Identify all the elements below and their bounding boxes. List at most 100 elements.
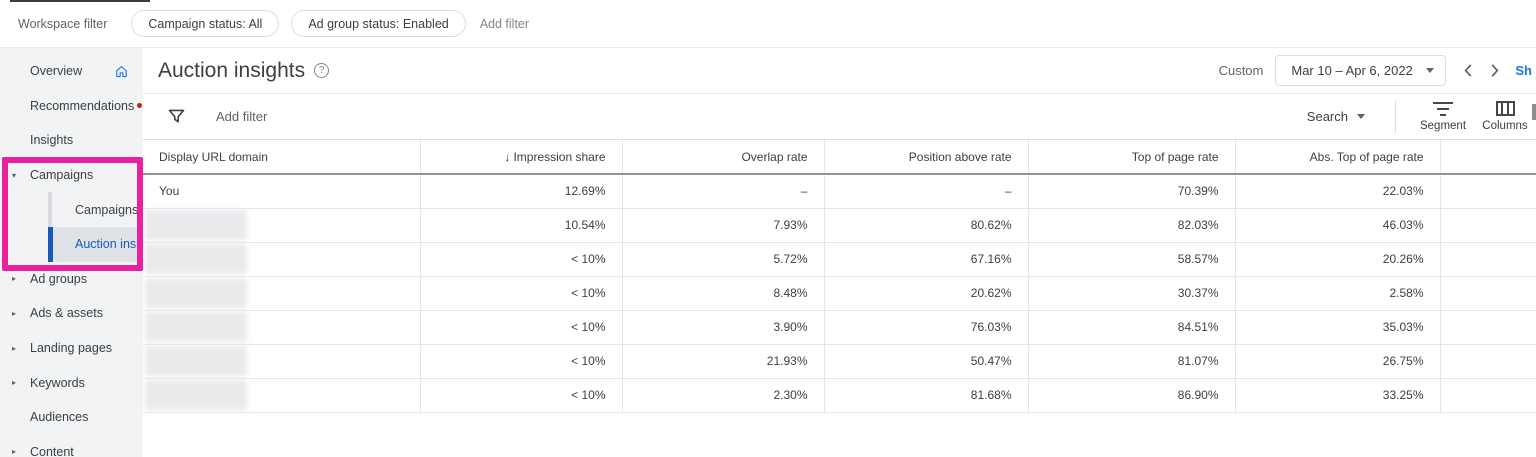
redacted-domain-blur bbox=[145, 380, 247, 410]
empty-cell bbox=[1439, 344, 1536, 379]
empty-cell bbox=[1439, 378, 1536, 413]
column-header-domain[interactable]: Display URL domain bbox=[143, 140, 420, 175]
filter-funnel-icon[interactable] bbox=[168, 109, 185, 124]
domain-cell-redacted bbox=[143, 310, 420, 345]
top-of-page-rate-cell: 82.03% bbox=[1027, 208, 1235, 243]
table-row: 10.54% 7.93% 80.62% 82.03% 46.03% bbox=[143, 208, 1536, 243]
column-header-overlap-rate[interactable]: Overlap rate bbox=[621, 140, 824, 175]
sidebar-item-label: Campaigns bbox=[75, 202, 139, 217]
columns-icon bbox=[1495, 101, 1515, 116]
main-content: Auction insights ? Custom Mar 10 – Apr 6… bbox=[143, 48, 1536, 457]
sidebar-item-label: Landing pages bbox=[30, 341, 113, 356]
position-above-rate-cell: 81.68% bbox=[823, 378, 1028, 413]
overlap-rate-cell: 21.93% bbox=[621, 344, 824, 379]
page-header: Auction insights ? Custom Mar 10 – Apr 6… bbox=[143, 48, 1536, 94]
table-row: < 10% 2.30% 81.68% 86.90% 33.25% bbox=[143, 378, 1536, 413]
overlap-rate-cell: – bbox=[621, 174, 824, 209]
nav-indent-guide bbox=[48, 192, 52, 227]
cropped-edge-artifact bbox=[10, 0, 150, 2]
sidebar-item-landing-pages[interactable]: ▸ Landing pages bbox=[0, 331, 143, 366]
abs-top-of-page-rate-cell: 26.75% bbox=[1234, 344, 1440, 379]
redacted-domain-blur bbox=[145, 244, 247, 274]
sidebar-item-label: Content bbox=[30, 444, 74, 457]
sidebar-item-ads-assets[interactable]: ▸ Ads & assets bbox=[0, 296, 143, 331]
impression-share-cell: < 10% bbox=[419, 344, 622, 379]
position-above-rate-cell: 67.16% bbox=[823, 242, 1028, 277]
sidebar-item-label: Keywords bbox=[30, 375, 85, 390]
sidebar-item-overview[interactable]: Overview bbox=[0, 54, 143, 89]
table-header-row: Display URL domain ↓ Impression share Ove… bbox=[143, 140, 1536, 175]
sidebar-item-keywords[interactable]: ▸ Keywords bbox=[0, 365, 143, 400]
empty-cell bbox=[1439, 208, 1536, 243]
sidebar-item-label: Ad groups bbox=[30, 271, 87, 286]
column-header-position-above-rate[interactable]: Position above rate bbox=[823, 140, 1028, 175]
auction-insights-table: Display URL domain ↓ Impression share Ove… bbox=[143, 140, 1536, 413]
redacted-domain-blur bbox=[145, 346, 247, 376]
chevron-down-icon bbox=[1426, 68, 1435, 73]
column-header-abs-top-of-page-rate[interactable]: Abs. Top of page rate bbox=[1234, 140, 1440, 175]
domain-cell-redacted bbox=[143, 208, 420, 243]
sidebar-item-campaigns[interactable]: Campaigns bbox=[0, 192, 143, 227]
abs-top-of-page-rate-cell: 2.58% bbox=[1234, 276, 1440, 311]
domain-cell-redacted bbox=[143, 378, 420, 413]
help-icon[interactable]: ? bbox=[314, 63, 330, 78]
show-link-clipped[interactable]: Sh bbox=[1515, 63, 1532, 78]
domain-cell: You bbox=[143, 174, 420, 209]
segment-button[interactable]: Segment bbox=[1412, 101, 1474, 132]
sidebar-item-label: Insights bbox=[30, 133, 74, 148]
ad-group-status-filter-pill[interactable]: Ad group status: Enabled bbox=[291, 10, 466, 37]
workspace-filter-label: Workspace filter bbox=[18, 16, 108, 31]
toolbar-divider bbox=[1395, 100, 1396, 133]
sidebar-item-auction-insights[interactable]: Auction insights bbox=[48, 226, 143, 262]
chevron-expanded-icon: ▾ bbox=[12, 170, 17, 180]
impression-share-cell: < 10% bbox=[419, 242, 622, 277]
abs-top-of-page-rate-cell: 20.26% bbox=[1234, 242, 1440, 277]
redacted-domain-blur bbox=[145, 312, 247, 342]
chevron-collapsed-icon: ▸ bbox=[12, 274, 17, 284]
workspace-add-filter-button[interactable]: Add filter bbox=[479, 16, 530, 31]
impression-share-cell: 10.54% bbox=[419, 208, 622, 243]
search-label: Search bbox=[1306, 109, 1348, 124]
impression-share-cell: < 10% bbox=[419, 310, 622, 345]
sidebar-item-label: Overview bbox=[30, 64, 83, 79]
column-header-top-of-page-rate[interactable]: Top of page rate bbox=[1027, 140, 1235, 175]
sidebar-item-campaigns-group[interactable]: ▾ Campaigns bbox=[0, 158, 143, 193]
overlap-rate-cell: 8.48% bbox=[621, 276, 824, 311]
overlap-rate-cell: 5.72% bbox=[621, 242, 824, 277]
add-filter-button[interactable]: Add filter bbox=[216, 109, 268, 124]
sidebar-item-content[interactable]: ▸ Content bbox=[0, 435, 143, 457]
top-of-page-rate-cell: 81.07% bbox=[1027, 344, 1235, 379]
impression-share-cell: < 10% bbox=[419, 378, 622, 413]
segment-icon bbox=[1433, 101, 1453, 116]
sidebar-item-recommendations[interactable]: Recommendations bbox=[0, 89, 143, 124]
sort-descending-icon: ↓ bbox=[504, 149, 511, 164]
table-row: You 12.69% – – 70.39% 22.03% bbox=[143, 174, 1536, 209]
sidebar-item-ad-groups[interactable]: ▸ Ad groups bbox=[0, 262, 143, 297]
empty-cell bbox=[1439, 310, 1536, 345]
columns-button[interactable]: Columns bbox=[1474, 101, 1536, 132]
sidebar-item-insights[interactable]: Insights bbox=[0, 123, 143, 158]
position-above-rate-cell: 20.62% bbox=[823, 276, 1028, 311]
overlap-rate-cell: 3.90% bbox=[621, 310, 824, 345]
workspace-filter-bar: Workspace filter Campaign status: All Ad… bbox=[0, 0, 1536, 48]
abs-top-of-page-rate-cell: 46.03% bbox=[1234, 208, 1440, 243]
chevron-down-icon bbox=[1357, 114, 1365, 119]
next-date-range-button[interactable] bbox=[1490, 63, 1500, 78]
campaign-status-filter-pill[interactable]: Campaign status: All bbox=[131, 10, 280, 37]
date-range-picker[interactable]: Mar 10 – Apr 6, 2022 bbox=[1275, 55, 1447, 86]
search-dropdown[interactable]: Search bbox=[1307, 109, 1365, 124]
segment-label: Segment bbox=[1419, 120, 1467, 132]
columns-label: Columns bbox=[1482, 120, 1528, 132]
abs-top-of-page-rate-cell: 35.03% bbox=[1234, 310, 1440, 345]
column-header-impression-share[interactable]: ↓ Impression share bbox=[419, 140, 622, 175]
sidebar-item-audiences[interactable]: Audiences bbox=[0, 400, 143, 435]
sidebar-item-label: Auction insights bbox=[75, 237, 143, 252]
position-above-rate-cell: 76.03% bbox=[823, 310, 1028, 345]
home-icon bbox=[114, 64, 129, 79]
previous-date-range-button[interactable] bbox=[1463, 63, 1473, 78]
column-header-empty bbox=[1439, 140, 1536, 175]
position-above-rate-cell: 50.47% bbox=[823, 344, 1028, 379]
top-of-page-rate-cell: 84.51% bbox=[1027, 310, 1235, 345]
redacted-domain-blur bbox=[145, 278, 247, 308]
selected-indicator-bar bbox=[48, 226, 53, 262]
